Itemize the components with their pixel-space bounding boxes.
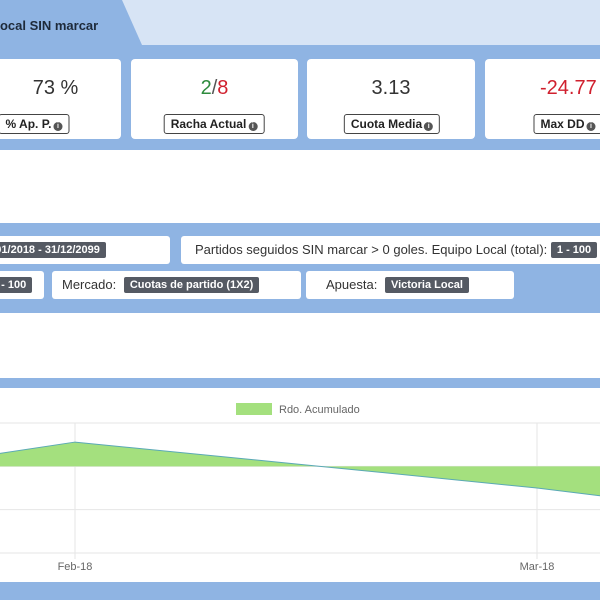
partidos-tag: 1 - 100	[550, 242, 598, 258]
stat-label-cuota[interactable]: Cuota Media i	[343, 114, 441, 134]
stat-value-maxdd: -24.77	[540, 77, 597, 99]
page-title: Local SIN marcar	[0, 18, 99, 33]
apuesta-label: Apuesta:	[326, 277, 378, 292]
stat-label-maxdd[interactable]: Max DD i	[533, 114, 600, 134]
title-bar: Local SIN marcar	[0, 0, 600, 45]
title-tab: Local SIN marcar	[0, 0, 142, 45]
stats-band: 73 % % Ap. P. i 2/8 Racha Actual i 3.13 Cu…	[0, 45, 600, 150]
info-icon: i	[53, 122, 63, 131]
stat-card-racha: 2/8 Racha Actual i	[131, 59, 298, 139]
x-axis-ticks: Feb-18 Mar-18	[58, 561, 555, 573]
partidos-filter[interactable]: Partidos seguidos SIN marcar > 0 goles. …	[181, 236, 600, 264]
range-filter[interactable]: 1 - 100	[0, 271, 44, 299]
stat-label-pct[interactable]: % Ap. P. i	[0, 114, 70, 134]
date-range-tag: 28/01/2018 - 31/12/2099	[0, 242, 106, 258]
stat-value-racha: 2/8	[200, 77, 229, 99]
info-icon: i	[586, 122, 596, 131]
date-filter[interactable]: 28/01/2018 - 31/12/2099	[0, 236, 170, 264]
apuesta-tag: Victoria Local	[384, 277, 469, 293]
apuesta-filter[interactable]: Apuesta: Victoria Local	[306, 271, 514, 299]
mercado-filter[interactable]: Mercado: Cuotas de partido (1X2)	[52, 271, 301, 299]
stat-card-pct: 73 % % Ap. P. i	[0, 59, 121, 139]
legend-swatch	[236, 403, 272, 415]
stat-value-pct: 73 %	[32, 77, 79, 99]
range-tag: 1 - 100	[0, 277, 33, 293]
legend-label: Rdo. Acumulado	[279, 404, 360, 416]
mercado-label: Mercado:	[62, 277, 117, 292]
stat-card-maxdd: -24.77 Max DD i	[485, 59, 600, 139]
stat-value-cuota: 3.13	[371, 77, 411, 99]
info-icon: i	[248, 122, 258, 131]
partidos-label: Partidos seguidos SIN marcar > 0 goles. …	[195, 242, 548, 257]
filters-band: 28/01/2018 - 31/12/2099 Partidos seguido…	[0, 223, 600, 313]
series-line	[0, 441, 600, 497]
chart-panel: Rdo. Acumulado Feb-18 Mar-18	[0, 388, 600, 582]
x-tick-label: Mar-18	[520, 561, 555, 573]
info-icon: i	[424, 122, 434, 131]
series-area	[0, 442, 600, 496]
mercado-tag: Cuotas de partido (1X2)	[123, 277, 260, 293]
x-tick-label: Feb-18	[58, 561, 93, 573]
chart-band: Rdo. Acumulado Feb-18 Mar-18	[0, 378, 600, 600]
accumulated-result-chart: Rdo. Acumulado Feb-18 Mar-18	[0, 403, 600, 573]
chart-grid	[0, 422, 600, 559]
stat-card-cuota: 3.13 Cuota Media i	[307, 59, 475, 139]
stat-label-racha[interactable]: Racha Actual i	[163, 114, 265, 134]
